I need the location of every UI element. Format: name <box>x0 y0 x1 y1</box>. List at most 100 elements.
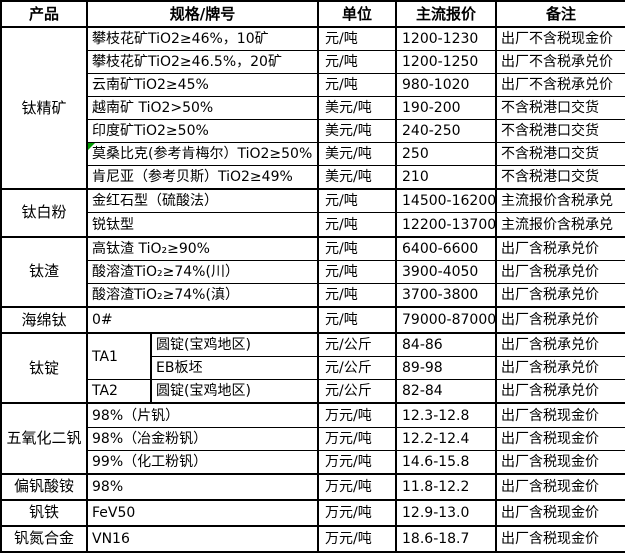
price-cell[interactable]: 980-1020 <box>395 73 498 98</box>
unit-cell[interactable]: 美元/吨 <box>317 119 398 144</box>
unit-cell[interactable]: 元/吨 <box>317 73 398 98</box>
unit-cell[interactable]: 元/吨 <box>317 50 398 75</box>
note-cell[interactable]: 主流报价含税承兑 <box>495 188 625 214</box>
unit-cell[interactable]: 元/吨 <box>317 282 398 308</box>
price-cell[interactable]: 190-200 <box>395 96 498 121</box>
price-cell[interactable]: 1200-1250 <box>395 50 498 75</box>
spec-cell[interactable]: 圆锭(宝鸡地区) <box>149 379 320 404</box>
spec-cell[interactable]: 越南矿 TiO2>50% <box>85 96 320 121</box>
price-cell[interactable]: 18.6-18.7 <box>395 524 498 553</box>
spec-cell[interactable]: 98% <box>85 472 320 501</box>
header-price[interactable]: 主流报价 <box>395 0 498 28</box>
note-cell[interactable]: 主流报价含税承兑 <box>495 212 625 238</box>
note-cell[interactable]: 出厂不含税承兑价 <box>495 50 625 75</box>
price-cell[interactable]: 3900-4050 <box>395 259 498 284</box>
price-cell[interactable]: 82-84 <box>395 379 498 404</box>
unit-cell[interactable]: 万元/吨 <box>317 426 398 451</box>
spec-cell[interactable]: 酸溶渣TiO₂≥74%(滇） <box>85 282 320 308</box>
unit-cell[interactable]: 元/吨 <box>317 306 398 334</box>
note-cell[interactable]: 不含税港口交货 <box>495 119 625 144</box>
product-cell-ferrovanadium[interactable]: 钒铁 <box>0 498 88 527</box>
unit-cell[interactable]: 元/公斤 <box>317 356 398 381</box>
spec-cell[interactable]: VN16 <box>85 524 320 553</box>
price-cell[interactable]: 79000-87000 <box>395 306 498 334</box>
price-cell[interactable]: 14500-16200 <box>395 188 498 214</box>
unit-cell[interactable]: 元/吨 <box>317 259 398 284</box>
note-cell[interactable]: 出厂含税承兑价 <box>495 259 625 284</box>
note-cell[interactable]: 出厂含税现金价 <box>495 524 625 553</box>
note-cell[interactable]: 出厂含税承兑价 <box>495 235 625 261</box>
unit-cell[interactable]: 美元/吨 <box>317 96 398 121</box>
price-cell[interactable]: 11.8-12.2 <box>395 472 498 501</box>
note-cell[interactable]: 出厂含税现金价 <box>495 472 625 501</box>
spec-cell[interactable]: 98%（片钒） <box>85 402 320 428</box>
spec-cell[interactable]: 攀枝花矿TiO2≥46.5%，20矿 <box>85 50 320 75</box>
note-cell[interactable]: 出厂不含税现金价 <box>495 26 625 52</box>
unit-cell[interactable]: 元/吨 <box>317 26 398 52</box>
header-note[interactable]: 备注 <box>495 0 625 28</box>
price-cell[interactable]: 1200-1230 <box>395 26 498 52</box>
unit-cell[interactable]: 美元/吨 <box>317 142 398 166</box>
spec-cell[interactable]: 云南矿TiO2≥45% <box>85 73 320 98</box>
spec-cell[interactable]: 印度矿TiO2≥50% <box>85 119 320 144</box>
spec-cell[interactable]: 金红石型（硫酸法） <box>85 188 320 214</box>
product-cell-titanium-sponge[interactable]: 海绵钛 <box>0 306 88 334</box>
grade-cell[interactable]: TA2 <box>86 379 152 404</box>
unit-cell[interactable]: 万元/吨 <box>317 472 398 501</box>
note-cell[interactable]: 出厂含税承兑价 <box>495 306 625 334</box>
note-cell[interactable]: 出厂含税现金价 <box>495 449 625 475</box>
product-cell-titanium-ingot[interactable]: 钛锭 <box>0 332 88 404</box>
price-cell[interactable]: 12.2-12.4 <box>395 426 498 451</box>
unit-cell[interactable]: 万元/吨 <box>317 524 398 553</box>
spec-cell[interactable]: EB板坯 <box>149 356 320 381</box>
note-cell[interactable]: 出厂含税承兑价 <box>495 332 625 358</box>
unit-cell[interactable]: 元/吨 <box>317 188 398 214</box>
note-cell[interactable]: 不含税港口交货 <box>495 96 625 121</box>
note-cell[interactable]: 出厂不含税承兑价 <box>495 73 625 98</box>
price-cell[interactable]: 89-98 <box>395 356 498 381</box>
spec-cell[interactable]: 攀枝花矿TiO2≥46%，10矿 <box>85 26 320 52</box>
price-cell[interactable]: 250 <box>395 142 498 166</box>
spec-cell[interactable]: 0# <box>85 306 320 334</box>
product-cell-vanadium-pentoxide[interactable]: 五氧化二钒 <box>0 402 88 475</box>
header-product[interactable]: 产品 <box>0 0 88 28</box>
unit-cell[interactable]: 美元/吨 <box>317 165 398 190</box>
spec-cell[interactable]: FeV50 <box>85 498 320 527</box>
unit-cell[interactable]: 万元/吨 <box>317 498 398 527</box>
product-cell-vanadium-nitrogen-alloy[interactable]: 钒氮合金 <box>0 524 88 553</box>
price-cell[interactable]: 14.6-15.8 <box>395 449 498 475</box>
note-cell[interactable]: 出厂含税承兑价 <box>495 379 625 404</box>
spec-cell[interactable]: 酸溶渣TiO₂≥74%(川） <box>85 259 320 284</box>
note-cell[interactable]: 不含税港口交货 <box>495 165 625 190</box>
note-cell[interactable]: 出厂含税现金价 <box>495 402 625 428</box>
price-cell[interactable]: 240-250 <box>395 119 498 144</box>
price-cell[interactable]: 6400-6600 <box>395 235 498 261</box>
unit-cell[interactable]: 元/公斤 <box>317 332 398 358</box>
spec-cell[interactable]: 锐钛型 <box>85 212 320 238</box>
spec-cell[interactable]: 莫桑比克(参考肯梅尔）TiO2≥50% <box>85 142 320 166</box>
product-cell-ammonium-metavanadate[interactable]: 偏钒酸铵 <box>0 472 88 501</box>
product-cell-titanium-concentrate[interactable]: 钛精矿 <box>0 26 88 190</box>
unit-cell[interactable]: 元/吨 <box>317 212 398 238</box>
price-cell[interactable]: 84-86 <box>395 332 498 358</box>
unit-cell[interactable]: 元/公斤 <box>317 379 398 404</box>
grade-cell[interactable]: TA1 <box>86 332 152 381</box>
header-spec[interactable]: 规格/牌号 <box>85 0 320 28</box>
unit-cell[interactable]: 万元/吨 <box>317 402 398 428</box>
spec-cell[interactable]: 肯尼亚（参考贝斯）TiO2≥49% <box>85 165 320 190</box>
product-cell-titanium-dioxide[interactable]: 钛白粉 <box>0 188 88 238</box>
price-cell[interactable]: 12200-13700 <box>395 212 498 238</box>
note-cell[interactable]: 出厂含税承兑价 <box>495 282 625 308</box>
price-cell[interactable]: 210 <box>395 165 498 190</box>
note-cell[interactable]: 出厂含税现金价 <box>495 426 625 451</box>
spec-cell[interactable]: 圆锭(宝鸡地区) <box>149 332 320 358</box>
note-cell[interactable]: 出厂含税承兑价 <box>495 356 625 381</box>
unit-cell[interactable]: 元/吨 <box>317 235 398 261</box>
spec-cell[interactable]: 高钛渣 TiO₂≥90% <box>85 235 320 261</box>
spec-cell[interactable]: 98%（冶金粉钒） <box>85 426 320 451</box>
price-cell[interactable]: 3700-3800 <box>395 282 498 308</box>
note-cell[interactable]: 出厂含税现金价 <box>495 498 625 527</box>
header-unit[interactable]: 单位 <box>317 0 398 28</box>
price-cell[interactable]: 12.9-13.0 <box>395 498 498 527</box>
spec-cell[interactable]: 99%（化工粉钒） <box>85 449 320 475</box>
